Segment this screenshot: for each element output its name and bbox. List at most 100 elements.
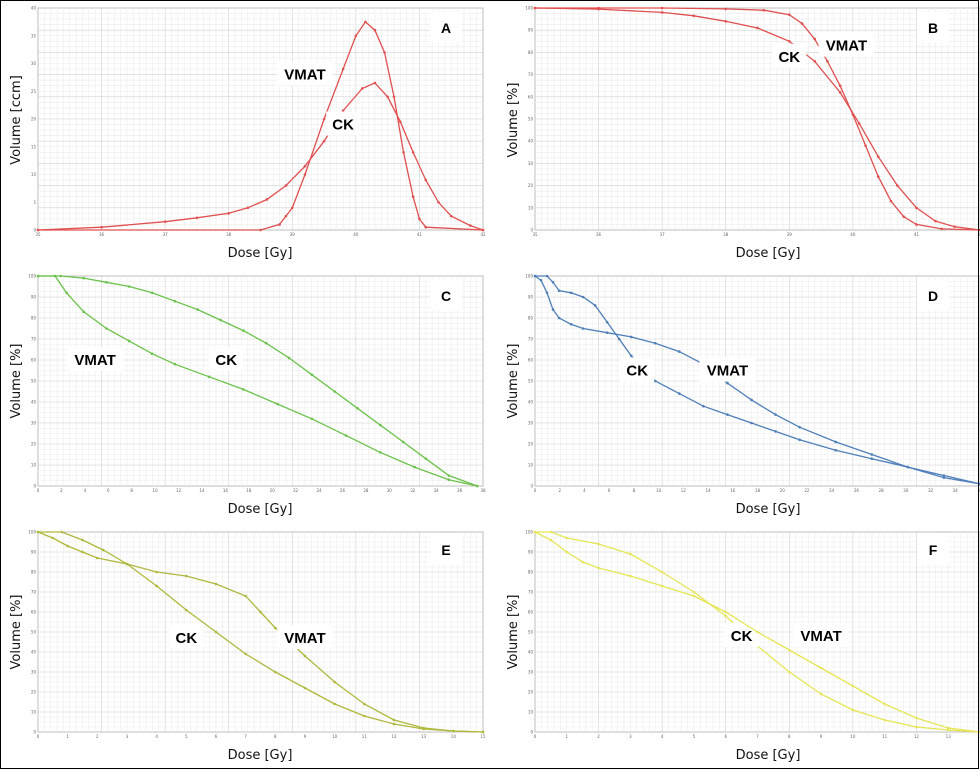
y-tick-label: 90 bbox=[528, 28, 534, 33]
x-tick-label: 39 bbox=[290, 232, 296, 237]
x-tick-label: 10 bbox=[850, 734, 856, 739]
x-tick-label: 35 bbox=[532, 232, 538, 237]
data-point-ck bbox=[915, 725, 918, 729]
data-point-vmat bbox=[726, 381, 729, 385]
data-point-vmat bbox=[826, 59, 829, 63]
y-tick-label: 40 bbox=[528, 400, 534, 405]
x-tick-label: 39 bbox=[787, 232, 793, 237]
data-point-ck bbox=[101, 548, 105, 552]
x-tick-label: 28 bbox=[363, 488, 369, 493]
y-tick-label: 90 bbox=[528, 550, 534, 555]
y-tick-label: 50 bbox=[528, 630, 534, 635]
x-tick-label: 2 bbox=[96, 734, 99, 739]
x-tick-label: 5 bbox=[185, 734, 188, 739]
data-point-ck bbox=[819, 692, 823, 696]
panel-e: 0 1 2 3 4 5 6 7 8 9 10 11 12 13 14 15010203040506070809… bbox=[9, 530, 486, 764]
data-point-ck bbox=[287, 356, 291, 360]
series-label-ck: CK bbox=[778, 49, 800, 66]
y-tick-label: 30 bbox=[31, 421, 37, 426]
data-point-ck bbox=[303, 686, 307, 690]
x-tick-label: 30 bbox=[903, 488, 909, 493]
series-label-box bbox=[818, 32, 875, 57]
data-point-ck bbox=[876, 155, 880, 159]
y-tick-label: 0 bbox=[530, 484, 533, 489]
y-tick-label: 30 bbox=[528, 421, 534, 426]
y-tick-label: 90 bbox=[31, 550, 37, 555]
data-point-vmat bbox=[452, 729, 455, 733]
series-label-vmat: VMAT bbox=[800, 628, 841, 645]
series-line-vmat bbox=[38, 20, 484, 231]
data-point-vmat bbox=[819, 666, 823, 670]
data-point-ck bbox=[333, 390, 336, 393]
panel-b: 35363738394041420102030405060708090100Do… bbox=[506, 6, 980, 261]
data-point-vmat bbox=[81, 550, 84, 554]
y-tick-label: 30 bbox=[528, 670, 534, 675]
data-point-vmat bbox=[402, 151, 405, 154]
y-axis-label: Volume [%] bbox=[506, 344, 521, 419]
data-point-ck bbox=[360, 87, 364, 90]
data-point-vmat bbox=[333, 680, 336, 684]
data-point-ck bbox=[196, 308, 200, 311]
panel-letter: A bbox=[441, 20, 451, 36]
y-tick-label: 10 bbox=[31, 710, 37, 715]
y-axis-label: Volume [%] bbox=[506, 83, 521, 158]
x-tick-label: 5 bbox=[693, 734, 696, 739]
data-point-vmat bbox=[344, 434, 348, 437]
y-axis-label: Volume [%] bbox=[506, 595, 521, 670]
y-tick-label: 100 bbox=[525, 6, 533, 11]
data-point-vmat bbox=[942, 476, 946, 479]
x-tick-label: 14 bbox=[706, 488, 712, 493]
data-point-vmat bbox=[65, 291, 68, 295]
data-point-vmat bbox=[724, 7, 728, 11]
data-point-vmat bbox=[565, 550, 569, 554]
x-tick-label: 8 bbox=[274, 734, 277, 739]
data-point-vmat bbox=[774, 413, 777, 416]
data-point-vmat bbox=[278, 223, 281, 226]
x-tick-label: 37 bbox=[660, 232, 666, 237]
data-point-vmat bbox=[798, 425, 801, 429]
series-label-box bbox=[277, 61, 333, 86]
data-point-vmat bbox=[545, 291, 549, 295]
data-point-vmat bbox=[155, 570, 158, 574]
data-point-vmat bbox=[787, 13, 791, 16]
data-point-ck bbox=[105, 281, 108, 284]
data-point-vmat bbox=[533, 530, 537, 534]
data-point-vmat bbox=[724, 610, 728, 614]
data-point-ck bbox=[838, 91, 842, 94]
x-tick-label: 38 bbox=[226, 232, 232, 237]
data-point-ck bbox=[195, 216, 199, 220]
data-point-vmat bbox=[447, 478, 451, 482]
data-point-vmat bbox=[51, 536, 55, 540]
panel-letter-box bbox=[430, 12, 462, 42]
y-tick-label: 80 bbox=[31, 316, 37, 321]
series-label-box bbox=[209, 347, 244, 371]
data-point-ck bbox=[660, 11, 664, 14]
data-point-ck bbox=[424, 457, 428, 461]
x-tick-label: 7 bbox=[756, 734, 759, 739]
panel-letter: B bbox=[928, 20, 938, 36]
data-point-vmat bbox=[259, 610, 262, 614]
panel-letter-box bbox=[917, 280, 949, 310]
x-tick-label: 34 bbox=[953, 488, 959, 493]
panel-a: 35 36 37 38 39 40 41 42 0 5 10 15 20 25 30 35 40 Dose [Gy… bbox=[9, 6, 486, 262]
data-point-vmat bbox=[373, 28, 377, 32]
data-point-ck bbox=[392, 722, 396, 726]
data-point-ck bbox=[356, 407, 359, 410]
y-tick-label: 20 bbox=[528, 690, 534, 695]
data-point-vmat bbox=[392, 95, 396, 99]
series-label-box bbox=[793, 623, 850, 647]
data-point-vmat bbox=[864, 144, 867, 147]
data-point-ck bbox=[593, 304, 597, 307]
y-tick-label: 20 bbox=[31, 117, 37, 122]
data-point-ck bbox=[750, 421, 753, 425]
x-tick-label: 32 bbox=[928, 488, 934, 493]
x-tick-label: 40 bbox=[850, 232, 856, 237]
data-point-ck bbox=[363, 714, 366, 718]
data-point-vmat bbox=[876, 175, 880, 179]
x-tick-label: 34 bbox=[434, 488, 440, 493]
y-axis-label: Volume [%] bbox=[9, 344, 24, 419]
data-point-ck bbox=[219, 318, 222, 322]
data-point-vmat bbox=[418, 217, 421, 221]
y-tick-label: 0 bbox=[530, 228, 533, 233]
data-point-vmat bbox=[36, 530, 40, 534]
